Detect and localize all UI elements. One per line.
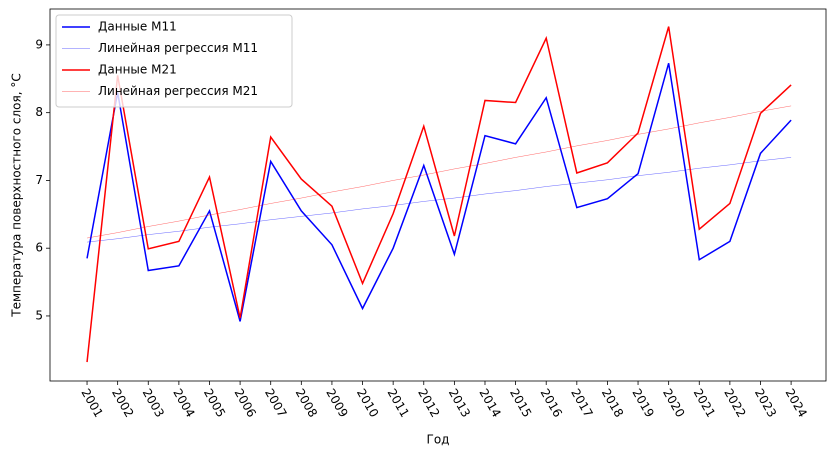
series-line <box>86 26 792 363</box>
x-tick-label: 2021 <box>691 386 718 419</box>
x-tick-label: 2015 <box>507 386 534 419</box>
x-tick-label: 2006 <box>231 386 258 419</box>
x-tick-label: 2010 <box>354 386 381 419</box>
legend: Данные М11 Линейная регрессия М11 Данные М… <box>55 14 293 108</box>
x-tick-label: 2004 <box>170 386 197 419</box>
x-tick-label: 2013 <box>446 386 473 419</box>
x-tick-label: 2009 <box>323 386 350 419</box>
y-axis-label: Температура поверхностного слоя, °C <box>10 73 24 317</box>
y-tick-label: 6 <box>35 241 43 255</box>
x-tick-label: 2012 <box>415 386 442 419</box>
plot-frame <box>49 8 827 382</box>
legend-label: Линейная регрессия М11 <box>98 41 258 55</box>
legend-label: Данные М11 <box>98 20 177 34</box>
series-line <box>87 157 792 243</box>
y-tick-label: 7 <box>35 173 43 187</box>
x-tick-label: 2016 <box>538 386 565 419</box>
x-tick-label: 2024 <box>782 386 809 419</box>
x-tick-label: 2023 <box>752 386 779 419</box>
x-tick-label: 2003 <box>140 386 167 419</box>
x-tick-label: 2017 <box>568 386 595 419</box>
series-line <box>86 63 792 322</box>
y-tick-label: 8 <box>35 105 43 119</box>
y-tick-label: 5 <box>35 308 43 322</box>
x-tick-label: 2005 <box>201 386 228 419</box>
y-tick-label: 9 <box>35 37 43 51</box>
x-tick-label: 2020 <box>660 386 687 419</box>
x-tick-label: 2007 <box>262 386 289 419</box>
x-tick-label: 2022 <box>721 386 748 419</box>
legend-label: Линейная регрессия М21 <box>98 84 258 98</box>
x-tick-label: 2011 <box>385 386 412 419</box>
x-tick-label: 2008 <box>293 386 320 419</box>
x-tick-label: 2014 <box>476 386 503 419</box>
series-line <box>87 105 792 239</box>
legend-box <box>55 14 293 108</box>
x-axis-label: Год <box>427 433 450 447</box>
x-tick-label: 2002 <box>109 386 136 419</box>
x-tick-label: 2001 <box>78 386 105 419</box>
x-tick-label: 2019 <box>629 386 656 419</box>
legend-label: Данные М21 <box>98 63 177 77</box>
x-tick-label: 2018 <box>599 386 626 419</box>
